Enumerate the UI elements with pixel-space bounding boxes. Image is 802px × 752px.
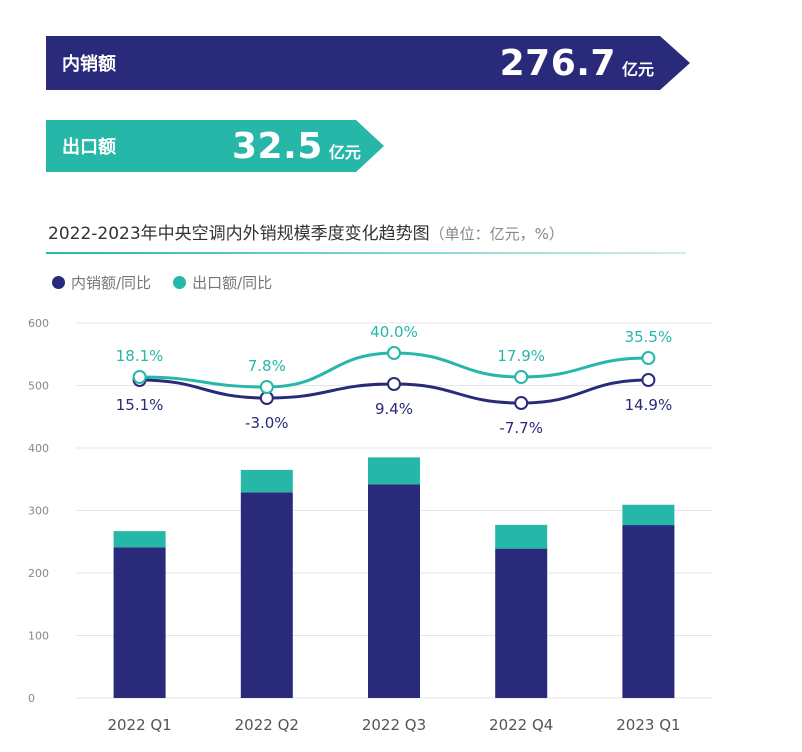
x-tick-label-2: 2022 Q3 (362, 716, 426, 734)
export-sales-unit: 亿元 (328, 142, 361, 162)
domestic-sales-unit: 亿元 (621, 59, 654, 79)
y-tick-label-400: 400 (28, 442, 49, 455)
yoy-label-export-0: 18.1% (116, 347, 164, 365)
y-tick-label-0: 0 (28, 692, 35, 705)
yoy-label-domestic-1: -3.0% (245, 414, 289, 432)
bar-domestic-0 (113, 547, 166, 698)
bar-domestic-4 (622, 525, 675, 698)
yoy-point-export-0 (132, 370, 147, 384)
x-tick-label-0: 2022 Q1 (107, 716, 171, 734)
export-sales-label: 出口额 (62, 137, 116, 158)
x-tick-label-4: 2023 Q1 (616, 716, 680, 734)
title-divider (46, 252, 686, 254)
x-tick-label-3: 2022 Q4 (489, 716, 553, 734)
bar-export-1 (240, 469, 293, 493)
domestic-sales-value-group: 276.7 亿元 (500, 43, 654, 84)
legend-dot-domestic (52, 276, 65, 289)
domestic-sales-label: 内销额 (62, 54, 116, 75)
yoy-label-domestic-0: 15.1% (116, 396, 164, 414)
yoy-label-domestic-3: -7.7% (499, 419, 543, 437)
yoy-point-domestic-4 (641, 373, 656, 387)
bar-domestic-3 (495, 548, 548, 698)
yoy-point-export-2 (387, 346, 401, 360)
yoy-label-domestic-4: 14.9% (625, 396, 673, 414)
legend-dot-export (173, 276, 187, 289)
yoy-point-export-3 (514, 370, 529, 384)
y-tick-label-100: 100 (28, 630, 49, 643)
legend-label-export: 出口额/同比 (192, 274, 273, 292)
y-tick-label-300: 300 (28, 505, 49, 518)
chart-title: 2022-2023年中央空调内外销规模季度变化趋势图（单位：亿元，%） (48, 219, 564, 244)
bar-export-4 (622, 504, 675, 526)
chart-unit-note: （单位：亿元，%） (429, 225, 564, 243)
bar-export-2 (368, 457, 420, 485)
export-sales-banner: 出口额 32.5 亿元 (46, 120, 384, 172)
yoy-point-export-1 (259, 380, 274, 394)
bar-domestic-1 (240, 492, 293, 698)
chart-legend: 内销额/同比 出口额/同比 (52, 272, 272, 293)
yoy-label-export-3: 17.9% (497, 347, 545, 365)
yoy-label-export-1: 7.8% (248, 357, 286, 375)
yoy-label-export-2: 40.0% (370, 323, 418, 341)
export-sales-value: 32.5 (232, 125, 323, 167)
yoy-point-export-4 (641, 351, 656, 365)
bar-domestic-2 (368, 484, 420, 698)
y-tick-label-600: 600 (28, 317, 49, 330)
export-sales-value-group: 32.5 亿元 (232, 126, 361, 167)
legend-item-domestic-yoy: 内销额/同比 (52, 272, 151, 293)
x-tick-label-1: 2022 Q2 (235, 716, 299, 734)
yoy-point-domestic-2 (387, 377, 401, 391)
y-tick-label-200: 200 (28, 567, 49, 580)
chart-title-text: 2022-2023年中央空调内外销规模季度变化趋势图 (48, 224, 430, 244)
bar-export-3 (495, 524, 548, 549)
bar-export-0 (113, 531, 166, 548)
legend-item-export-yoy: 出口额/同比 (173, 272, 272, 293)
legend-label-domestic: 内销额/同比 (71, 274, 152, 292)
yoy-label-export-4: 35.5% (625, 328, 673, 346)
y-tick-label-500: 500 (28, 380, 49, 393)
yoy-label-domestic-2: 9.4% (375, 400, 413, 418)
domestic-sales-value: 276.7 (499, 42, 616, 84)
domestic-sales-banner: 内销额 276.7 亿元 (46, 36, 690, 90)
yoy-point-domestic-3 (514, 396, 529, 410)
